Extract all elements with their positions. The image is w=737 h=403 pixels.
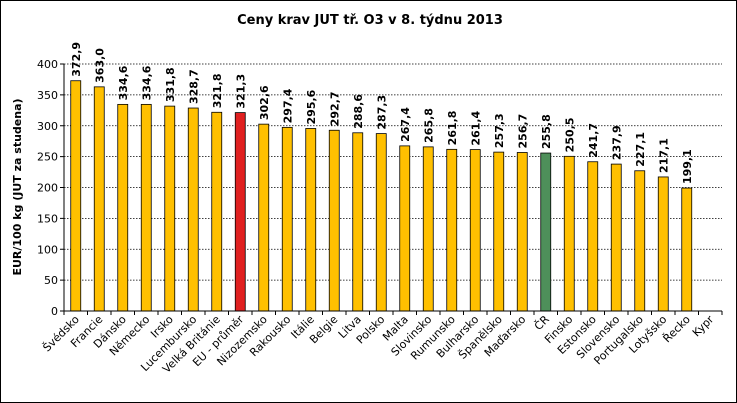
category-label: Řecko [661, 313, 693, 345]
value-label: 261,8 [446, 111, 459, 146]
y-tick-label: 0 [51, 305, 58, 318]
chart-title: Ceny krav JUT tř. O3 v 8. týdnu 2013 [237, 13, 503, 28]
y-tick-label: 150 [37, 212, 58, 225]
bar [164, 105, 176, 312]
bar [540, 152, 552, 312]
value-label: 321,8 [211, 73, 224, 108]
bar [657, 176, 669, 312]
value-label: 297,4 [281, 88, 294, 123]
bar [211, 111, 223, 312]
value-label: 267,4 [399, 107, 412, 142]
value-label: 295,6 [305, 89, 318, 124]
bar [516, 152, 528, 312]
value-label: 237,9 [610, 125, 623, 160]
value-label: 241,7 [587, 123, 600, 158]
value-label: 261,4 [469, 110, 482, 145]
value-label: 363,0 [93, 48, 106, 83]
value-label: 257,3 [493, 113, 506, 148]
bar [634, 170, 646, 312]
bar [375, 133, 387, 312]
value-label: 199,1 [681, 149, 694, 184]
value-label: 331,8 [164, 67, 177, 102]
value-label: 334,6 [140, 65, 153, 100]
y-tick-label: 50 [44, 274, 58, 287]
bar [469, 149, 481, 312]
y-tick-labels: 0 50 100 150 200 250 300 350 400 [37, 58, 58, 318]
bar [446, 148, 458, 312]
value-label: 265,8 [422, 108, 435, 143]
value-label: 287,3 [375, 95, 388, 130]
value-label: 321,3 [234, 74, 247, 109]
y-tick-label: 100 [37, 243, 58, 256]
value-label: 256,7 [516, 114, 529, 149]
value-labels: 372,9 363,0 334,6 334,6 331,8 328,7 321,8 321,3… [70, 42, 694, 184]
y-tick-label: 250 [37, 151, 58, 164]
value-label: 302,6 [258, 85, 271, 120]
bar [187, 107, 199, 312]
value-label: 288,6 [352, 94, 365, 129]
value-label: 372,9 [70, 42, 83, 77]
value-label: 334,6 [117, 65, 130, 100]
bar [352, 132, 364, 312]
bar [563, 155, 575, 312]
value-label: 250,5 [563, 118, 576, 153]
bar [140, 103, 152, 312]
bar [422, 146, 434, 312]
bar [610, 163, 622, 312]
bar [117, 103, 129, 312]
y-tick-label: 350 [37, 89, 58, 102]
value-label: 328,7 [187, 69, 200, 104]
category-label: Kypr [690, 313, 717, 340]
gridlines [64, 63, 722, 281]
y-tick-label: 400 [37, 58, 58, 71]
bar [328, 129, 340, 312]
bar [258, 123, 270, 312]
value-label: 227,1 [634, 132, 647, 167]
bar [587, 161, 599, 312]
bar [399, 145, 411, 312]
y-tick-label: 200 [37, 182, 58, 195]
bar [493, 151, 505, 312]
y-axis-label: EUR/100 kg (JUT za studena) [11, 98, 24, 275]
value-label: 292,7 [328, 91, 341, 126]
bar [681, 187, 693, 312]
axes [60, 63, 723, 315]
bar [234, 112, 246, 312]
bar [93, 86, 105, 312]
bar [70, 80, 82, 312]
bar [281, 126, 293, 312]
category-labels: ŠvédskoFrancieDánskoNěmeckoIrskoLucembur… [40, 313, 716, 376]
y-tick-label: 300 [37, 120, 58, 133]
bar [305, 128, 317, 312]
value-label: 255,8 [540, 114, 553, 149]
value-label: 217,1 [657, 138, 670, 173]
